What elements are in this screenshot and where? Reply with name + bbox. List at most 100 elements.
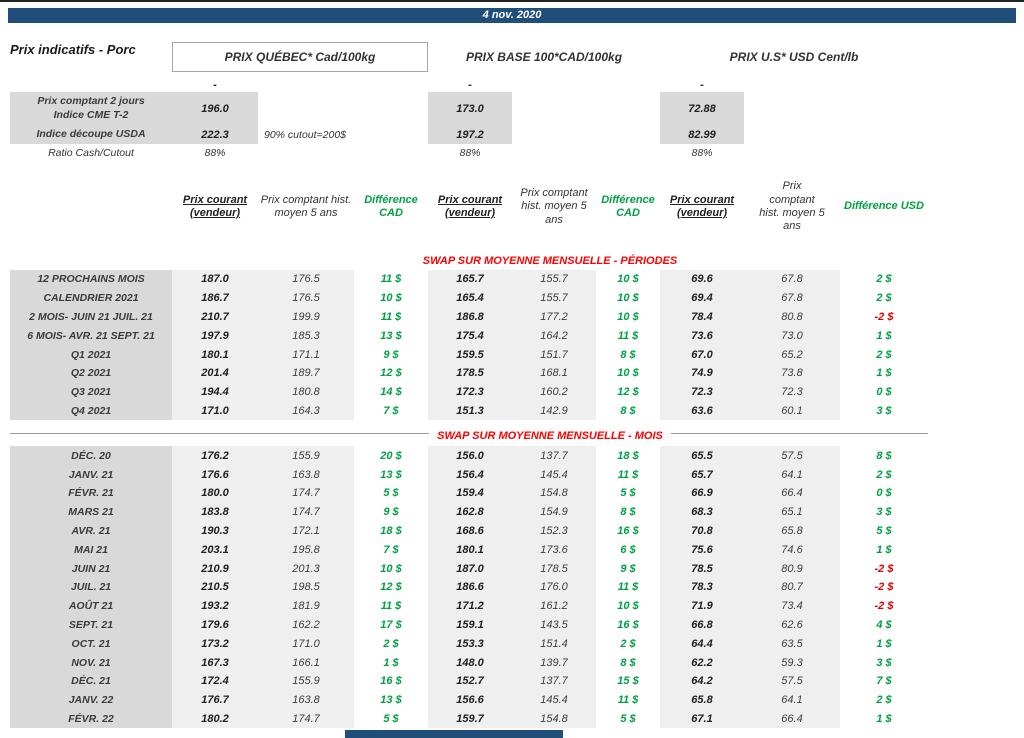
hist-price: 172.1 (258, 521, 354, 541)
current-price: 171.2 (428, 596, 512, 616)
hist-price: 143.5 (512, 615, 596, 635)
difference-value: 2 $ (620, 637, 636, 650)
hist-price: 151.7 (512, 345, 596, 364)
difference-value: 2 $ (383, 637, 399, 650)
hist-price: 80.9 (744, 559, 840, 578)
current-price: 180.0 (172, 483, 258, 503)
difference-value: 20 $ (380, 449, 402, 462)
current-price: 186.8 (428, 307, 512, 327)
row-label: AVR. 21 (10, 521, 172, 541)
row-label: 6 MOIS- AVR. 21 SEPT. 21 (10, 326, 172, 346)
current-price: 71.9 (660, 596, 744, 616)
hist-price: 80.7 (744, 577, 840, 597)
difference-value: 10 $ (617, 273, 639, 286)
current-price: 183.8 (172, 502, 258, 522)
hist-price: 180.8 (258, 382, 354, 402)
current-price: 186.6 (428, 577, 512, 597)
hist-price: 162.2 (258, 615, 354, 635)
difference-value: 2 $ (876, 694, 892, 707)
price-sheet: Prix indicatifs - Porc PRIX QUÉBEC* Cad/… (10, 36, 928, 729)
difference-value: 2 $ (876, 292, 892, 305)
difference-value: 5 $ (383, 487, 399, 500)
spot-base-cme: 173.0 (428, 92, 512, 125)
difference-value: 6 $ (620, 543, 636, 556)
section-mois-rows: DÉC. 20 176.2 155.9 20 $156.0 137.7 18 $65.5 5… (10, 446, 928, 729)
hist-price: 66.4 (744, 483, 840, 503)
difference-value: 7 $ (876, 675, 892, 688)
hist-price: 163.8 (258, 690, 354, 710)
difference-value: 8 $ (620, 506, 636, 519)
difference-value: 3 $ (876, 404, 892, 417)
difference-value: 1 $ (383, 656, 399, 669)
ratio-base: 88% (459, 147, 481, 159)
hist-price: 161.2 (512, 596, 596, 616)
row-label: DÉC. 20 (10, 446, 172, 466)
hist-price: 171.1 (258, 345, 354, 364)
dash-us: - (700, 79, 704, 91)
spot-quebec-usda: 222.3 (172, 125, 258, 144)
current-price: 156.4 (428, 465, 512, 484)
difference-value: 5 $ (383, 712, 399, 725)
current-price: 210.5 (172, 577, 258, 597)
current-price: 165.7 (428, 270, 512, 289)
difference-value: -2 $ (874, 581, 894, 594)
current-price: 74.9 (660, 363, 744, 383)
current-price: 159.4 (428, 483, 512, 503)
current-price: 73.6 (660, 326, 744, 346)
current-price: 187.0 (172, 270, 258, 289)
difference-value: 7 $ (383, 404, 399, 417)
hist-price: 154.9 (512, 502, 596, 522)
spot-us-usda: 82.99 (660, 125, 744, 144)
row-label: FÉVR. 22 (10, 709, 172, 729)
hist-price: 67.8 (744, 270, 840, 289)
group-header-quebec: PRIX QUÉBEC* Cad/100kg (172, 42, 428, 72)
row-label: FÉVR. 21 (10, 483, 172, 503)
current-price: 67.1 (660, 709, 744, 729)
difference-value: 1 $ (876, 543, 892, 556)
difference-value: 10 $ (380, 562, 402, 575)
dash-quebec: - (213, 79, 217, 91)
difference-value: 2 $ (876, 273, 892, 286)
difference-value: 5 $ (620, 712, 636, 725)
hist-price: 174.7 (258, 709, 354, 729)
difference-value: 16 $ (380, 675, 402, 688)
difference-value: 11 $ (617, 329, 639, 342)
current-price: 176.2 (172, 446, 258, 466)
difference-value: 0 $ (876, 386, 892, 399)
difference-value: 10 $ (617, 367, 639, 380)
ratio-us: 88% (691, 147, 713, 159)
difference-value: 0 $ (876, 487, 892, 500)
row-label: JUIN 21 (10, 559, 172, 578)
current-price: 179.6 (172, 615, 258, 635)
current-price: 168.6 (428, 521, 512, 541)
hist-price: 154.8 (512, 483, 596, 503)
section-mois: SWAP SUR MOYENNE MENSUELLE - MOIS DÉC. 2… (10, 420, 928, 729)
hist-price: 74.6 (744, 540, 840, 560)
current-price: 172.4 (172, 671, 258, 691)
current-price: 175.4 (428, 326, 512, 346)
current-price: 70.8 (660, 521, 744, 541)
hist-price: 189.7 (258, 363, 354, 383)
difference-value: -2 $ (874, 600, 894, 613)
col-header-current-quebec: Prix courant (vendeur) (182, 193, 248, 219)
row-label: CALENDRIER 2021 (10, 288, 172, 308)
row-label: MAI 21 (10, 540, 172, 560)
current-price: 148.0 (428, 653, 512, 672)
hist-price: 201.3 (258, 559, 354, 578)
current-price: 172.3 (428, 382, 512, 402)
difference-value: -2 $ (874, 562, 894, 575)
difference-value: 5 $ (876, 524, 892, 537)
section-periodes-head: SWAP SUR MOYENNE MENSUELLE - PÉRIODES (10, 252, 928, 270)
difference-value: 8 $ (620, 348, 636, 361)
hist-price: 60.1 (744, 401, 840, 421)
difference-value: 7 $ (383, 543, 399, 556)
hist-price: 72.3 (744, 382, 840, 402)
difference-value: 16 $ (617, 618, 639, 631)
difference-value: 18 $ (617, 449, 639, 462)
difference-value: 2 $ (876, 468, 892, 481)
current-price: 176.6 (172, 465, 258, 484)
current-price: 180.1 (172, 345, 258, 364)
current-price: 156.6 (428, 690, 512, 710)
hist-price: 80.8 (744, 307, 840, 327)
difference-value: 10 $ (617, 292, 639, 305)
